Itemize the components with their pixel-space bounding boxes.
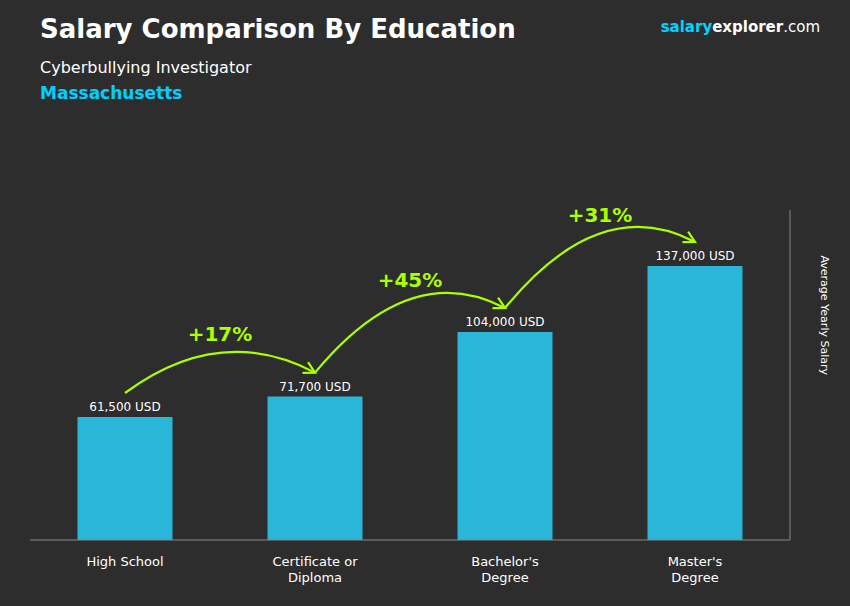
html-text:salary explorer.com: salary explorer.com: [660, 18, 820, 36]
svg-text:104,000 USD: 104,000 USD: [465, 315, 544, 329]
svg-text:High School: High School: [86, 554, 163, 569]
svg-text:Average Yearly Salary: Average Yearly Salary: [818, 255, 831, 375]
html-text:Cyberbullying Investigator: Cyberbullying Investigator: [40, 58, 252, 77]
svg-text:+17%: +17%: [188, 322, 253, 346]
svg-text:Certificate orDiploma: Certificate orDiploma: [273, 554, 359, 585]
svg-text:+45%: +45%: [378, 268, 443, 292]
html-text:Massachusetts: Massachusetts: [40, 83, 183, 103]
svg-text:Bachelor'sDegree: Bachelor'sDegree: [471, 554, 539, 585]
html-text:Salary Comparison By Education: Salary Comparison By Education: [40, 14, 516, 44]
svg-text:137,000 USD: 137,000 USD: [655, 249, 734, 263]
svg-text:+31%: +31%: [568, 203, 633, 227]
svg-text:71,700 USD: 71,700 USD: [279, 380, 350, 394]
svg-text:61,500 USD: 61,500 USD: [89, 400, 160, 414]
svg-text:Master'sDegree: Master'sDegree: [668, 554, 723, 585]
